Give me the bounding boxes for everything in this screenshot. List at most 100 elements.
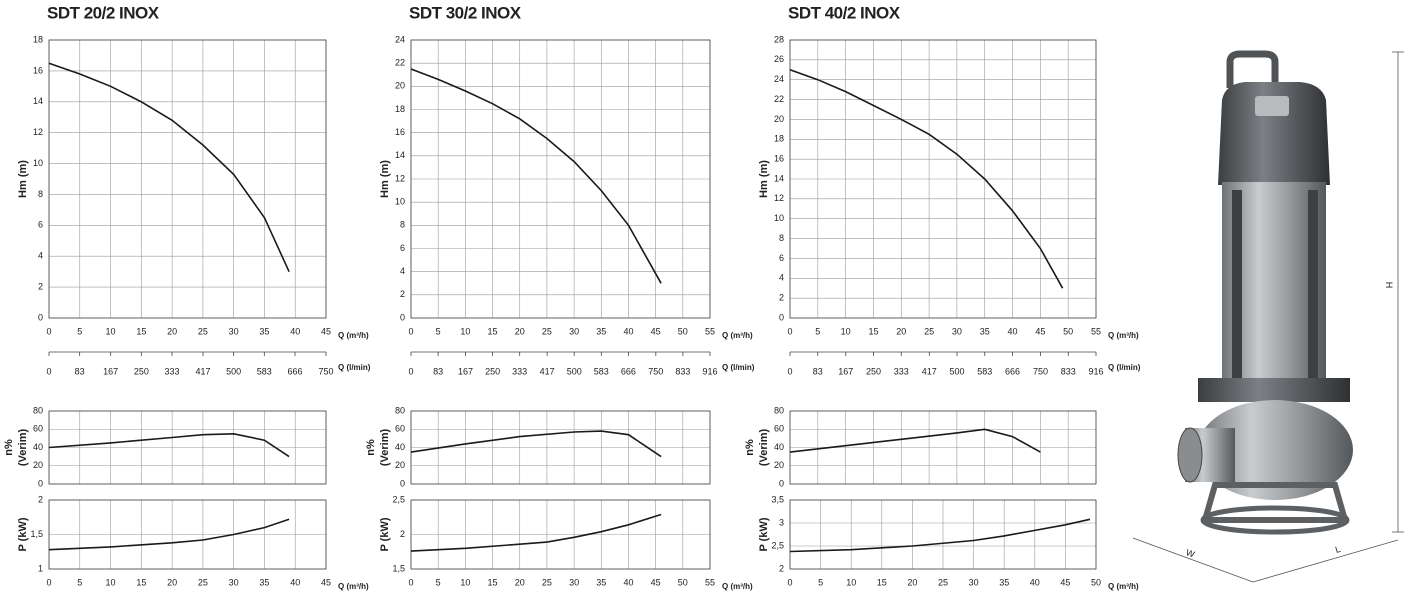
y-axis-label: Hm (m) [379,160,391,198]
curve [789,518,1091,553]
x2-tick-label: 583 [257,366,272,376]
x2-tick-label: 750 [1033,366,1048,376]
y-axis-label: P (kW) [758,517,770,551]
x2-tick-label: 750 [648,366,663,376]
x2-tick-label: 916 [1088,366,1103,376]
x-tick-label: 50 [678,326,688,336]
y-tick-label: 16 [774,154,784,164]
y-tick-label: 2,5 [771,540,784,550]
curve [410,430,662,458]
y-axis-label: (Verim) [17,429,29,467]
x-tick-label: 45 [321,577,331,587]
pump-illustration [1177,50,1353,535]
y-tick-label: 18 [395,104,405,114]
y-tick-label: 0 [400,478,405,488]
x-tick-label: 40 [290,326,300,336]
x-tick-label: 25 [542,326,552,336]
y-tick-label: 1 [38,563,43,573]
x2-tick-label: 333 [512,366,527,376]
y-tick-label: 18 [33,34,43,44]
y-tick-label: 28 [774,34,784,44]
x2-tick-label: 167 [458,366,473,376]
curve [48,432,290,458]
x2-tick-label: 250 [866,366,881,376]
chart-title: SDT 40/2 INOX [788,3,901,22]
x-tick-label: 30 [229,577,239,587]
y-tick-label: 2 [400,289,405,299]
x2-tick-label: 500 [567,366,582,376]
y-tick-label: 10 [774,213,784,223]
x-tick-label: 45 [1060,577,1070,587]
curve [789,69,1064,289]
y-tick-label: 40 [774,442,784,452]
x-axis-label: Q (m³/h) [338,331,369,340]
x-tick-label: 45 [651,577,661,587]
y-tick-label: 3 [779,517,784,527]
y-tick-label: 2 [400,529,405,539]
y-tick-label: 0 [779,478,784,488]
x-tick-label: 5 [818,577,823,587]
x2-tick-label: 500 [226,366,241,376]
x-tick-label: 30 [229,326,239,336]
x2-tick-label: 417 [195,366,210,376]
x-tick-label: 40 [623,326,633,336]
x2-tick-label: 0 [787,366,792,376]
plot-frame [410,410,711,485]
curve [48,518,290,551]
x-tick-label: 30 [569,326,579,336]
y-tick-label: 10 [395,197,405,207]
x2-tick-label: 916 [702,366,717,376]
x-tick-label: 30 [969,577,979,587]
x-tick-label: 50 [1063,326,1073,336]
x-tick-label: 30 [569,577,579,587]
x-tick-label: 20 [167,326,177,336]
y-tick-label: 4 [779,273,784,283]
y-tick-label: 4 [38,251,43,261]
x-tick-label: 25 [542,577,552,587]
y-tick-label: 14 [33,96,43,106]
x-tick-label: 5 [436,577,441,587]
y-tick-label: 0 [38,312,43,322]
x-tick-label: 40 [290,577,300,587]
x-tick-label: 55 [705,577,715,587]
y-tick-label: 0 [400,312,405,322]
y-tick-label: 26 [774,54,784,64]
chart-title: SDT 20/2 INOX [47,3,160,22]
x2-tick-label: 417 [922,366,937,376]
y-axis-label: Hm (m) [17,160,29,198]
y-tick-label: 1,5 [30,529,43,539]
y-axis-label: (Verim) [758,429,770,467]
x2-tick-label: 750 [318,366,333,376]
x-tick-label: 10 [460,326,470,336]
x-tick-label: 0 [408,326,413,336]
y-tick-label: 0 [779,312,784,322]
x2-tick-label: 333 [164,366,179,376]
plot-frame [48,499,327,570]
curve [410,513,662,552]
y-axis-label: n% [744,439,756,456]
x-tick-label: 40 [1008,326,1018,336]
y-tick-label: 20 [395,460,405,470]
x2-axis-label: Q (l/min) [338,363,371,372]
dimension-lines [1132,51,1404,583]
y-tick-label: 16 [33,65,43,75]
x-tick-label: 25 [924,326,934,336]
y-tick-label: 8 [38,189,43,199]
x2-axis-label: Q (l/min) [722,363,755,372]
x-tick-label: 0 [46,577,51,587]
x-tick-label: 15 [488,326,498,336]
y-tick-label: 12 [33,127,43,137]
y-tick-label: 2 [38,281,43,291]
x2-tick-label: 250 [134,366,149,376]
x-tick-label: 50 [678,577,688,587]
x-tick-label: 10 [106,326,116,336]
x2-tick-label: 83 [433,366,443,376]
x-tick-label: 10 [106,577,116,587]
y-tick-label: 22 [395,58,405,68]
y-tick-label: 80 [33,405,43,415]
x-tick-label: 0 [787,326,792,336]
y-tick-label: 60 [395,424,405,434]
y-axis-label: n% [3,439,15,456]
y-tick-label: 2 [38,494,43,504]
